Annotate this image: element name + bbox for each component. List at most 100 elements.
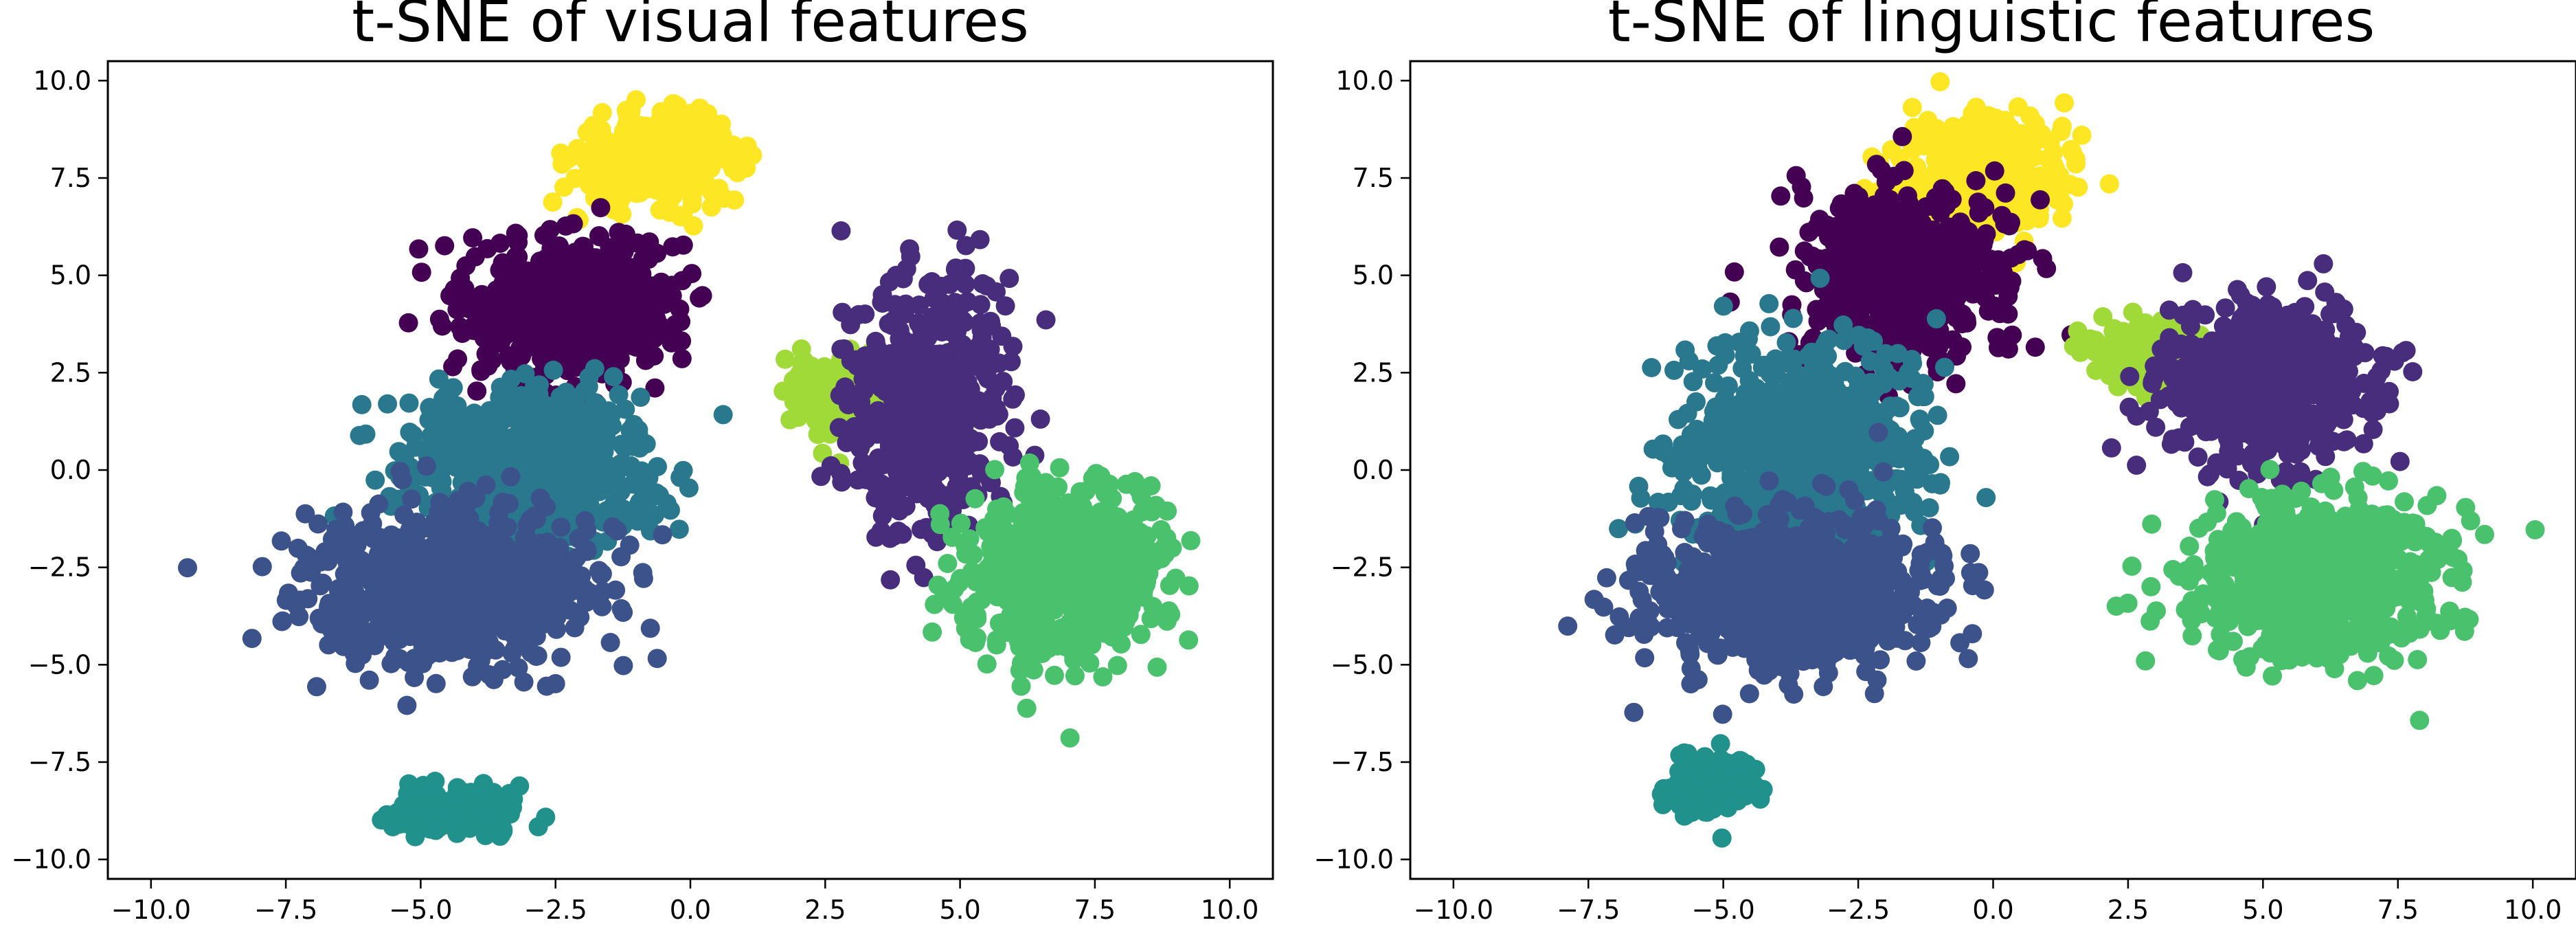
scatter-point bbox=[517, 406, 537, 426]
scatter-point bbox=[682, 264, 702, 284]
scatter-point bbox=[273, 611, 293, 631]
scatter-point bbox=[308, 514, 328, 534]
scatter-point bbox=[448, 579, 467, 598]
scatter-point bbox=[668, 110, 688, 130]
scatter-point bbox=[995, 296, 1015, 316]
scatter-point bbox=[539, 563, 559, 583]
scatter-point bbox=[405, 668, 425, 687]
scatter-point bbox=[1975, 198, 1995, 218]
scatter-point bbox=[613, 178, 633, 197]
x-tick-label: 10.0 bbox=[1201, 895, 1259, 925]
scatter-point bbox=[986, 282, 1006, 302]
scatter-point bbox=[1902, 140, 1922, 160]
x-tick-label: −7.5 bbox=[254, 895, 317, 925]
y-tick-label: −2.5 bbox=[28, 552, 91, 583]
scatter-point bbox=[923, 622, 942, 642]
scatter-point bbox=[1021, 516, 1041, 536]
scatter-point bbox=[955, 361, 975, 381]
scatter-point bbox=[429, 369, 449, 389]
scatter-point bbox=[556, 562, 576, 582]
scatter-point bbox=[872, 375, 892, 394]
scatter-point bbox=[2028, 130, 2048, 150]
scatter-point bbox=[436, 563, 455, 583]
scatter-point bbox=[690, 288, 710, 308]
scatter-point bbox=[853, 401, 873, 421]
scatter-point bbox=[803, 367, 823, 387]
scatter-point bbox=[434, 397, 454, 417]
scatter-point bbox=[673, 460, 693, 480]
scatter-point bbox=[271, 531, 291, 551]
scatter-point bbox=[632, 478, 652, 498]
scatter-point bbox=[2054, 194, 2073, 214]
scatter-point bbox=[589, 226, 609, 246]
scatter-point bbox=[576, 265, 596, 285]
scatter-points bbox=[178, 90, 1201, 847]
scatter-point bbox=[609, 385, 629, 405]
scatter-point bbox=[428, 603, 447, 623]
scatter-point bbox=[1893, 126, 1912, 146]
axis-ticks: −10.0 −7.5 −5.0 −2.5 0.0 2.5 5.0 7.5 10.0−10.0−7… bbox=[12, 65, 1259, 925]
scatter-point bbox=[971, 295, 991, 315]
scatter-point bbox=[625, 500, 645, 519]
scatter-point bbox=[397, 695, 417, 715]
scatter-point bbox=[648, 126, 668, 146]
scatter-points bbox=[1558, 72, 2545, 848]
scatter-point bbox=[647, 649, 667, 669]
scatter-point bbox=[669, 520, 689, 539]
scatter-point bbox=[579, 582, 599, 602]
scatter-point bbox=[430, 789, 450, 809]
y-tick-label: −5.0 bbox=[28, 649, 91, 680]
chart-panel-visual: t-SNE of visual features −10.0 −7.5 −5.0 −2… bbox=[12, 0, 1274, 925]
scatter-point bbox=[1045, 665, 1064, 685]
scatter-point bbox=[725, 190, 745, 210]
scatter-point bbox=[346, 623, 365, 643]
scatter-point bbox=[534, 446, 554, 466]
scatter-point bbox=[399, 774, 419, 794]
scatter-point bbox=[2060, 175, 2080, 194]
scatter-point bbox=[545, 673, 565, 693]
scatter-point bbox=[647, 151, 667, 171]
scatter-point bbox=[538, 414, 558, 434]
scatter-point bbox=[1971, 137, 1991, 157]
scatter-point bbox=[495, 535, 515, 555]
scatter-point bbox=[426, 673, 446, 693]
scatter-point bbox=[584, 117, 604, 137]
scatter-point bbox=[844, 417, 864, 436]
scatter-point bbox=[920, 372, 940, 392]
scatter-point bbox=[352, 550, 372, 570]
scatter-point bbox=[543, 192, 563, 212]
scatter-point bbox=[972, 328, 992, 348]
scatter-point bbox=[629, 269, 649, 289]
scatter-point bbox=[969, 432, 988, 451]
scatter-point bbox=[613, 603, 633, 623]
scatter-point bbox=[604, 367, 624, 387]
scatter-point bbox=[419, 410, 439, 430]
scatter-point bbox=[1075, 552, 1095, 572]
scatter-point bbox=[607, 521, 627, 541]
scatter-point bbox=[1998, 130, 2018, 150]
scatter-point bbox=[1015, 641, 1035, 661]
scatter-point bbox=[958, 451, 978, 471]
scatter-point bbox=[525, 580, 545, 600]
scatter-point bbox=[1100, 474, 1119, 494]
scatter-point bbox=[551, 517, 571, 537]
scatter-point bbox=[1930, 72, 1950, 91]
scatter-point bbox=[930, 515, 950, 535]
scatter-point bbox=[554, 177, 574, 197]
scatter-point bbox=[538, 533, 558, 552]
scatter-point bbox=[554, 458, 574, 478]
scatter-point bbox=[610, 282, 630, 302]
scatter-point bbox=[985, 460, 1005, 480]
scatter-point bbox=[855, 304, 875, 324]
scatter-point bbox=[987, 499, 1006, 519]
scatter-point bbox=[1027, 598, 1047, 618]
scatter-point bbox=[1952, 314, 1971, 334]
scatter-point bbox=[672, 348, 692, 368]
scatter-point bbox=[585, 469, 605, 488]
scatter-point bbox=[949, 397, 969, 417]
scatter-point bbox=[352, 394, 372, 414]
scatter-point bbox=[607, 140, 627, 160]
scatter-point bbox=[975, 364, 995, 384]
scatter-point bbox=[407, 809, 427, 829]
scatter-point bbox=[1934, 148, 1954, 168]
